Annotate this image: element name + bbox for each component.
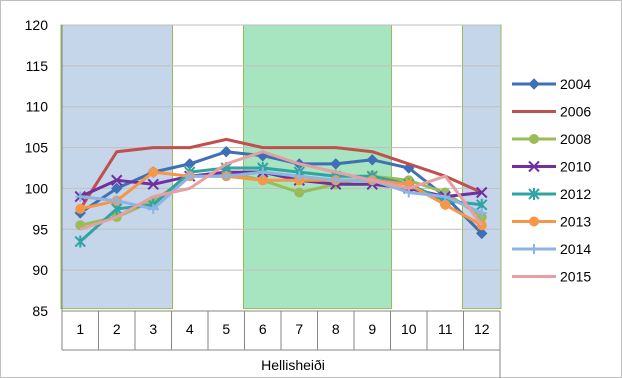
series-group [74, 137, 488, 248]
point-2004-5 [220, 145, 232, 158]
legend-item-2014: 2014 [512, 241, 591, 257]
point-2013-1 [75, 203, 86, 214]
legend-item-2008: 2008 [512, 131, 591, 147]
series-line-2015 [79, 150, 484, 231]
point-2004-8 [330, 158, 342, 170]
x-tick-label-4: 4 [186, 321, 194, 337]
point-2013-11 [440, 199, 451, 210]
x-tick-label-7: 7 [295, 321, 303, 337]
legend-marker-2014 [529, 244, 539, 254]
legend-label-2008: 2008 [560, 131, 591, 147]
series-line-2010 [79, 170, 482, 199]
legend-marker-2012 [528, 188, 540, 200]
point-2010-3 [147, 178, 159, 191]
x-tick-label-10: 10 [401, 321, 417, 337]
point-2010-2 [111, 174, 123, 186]
point-2004-2 [111, 182, 123, 195]
y-tick-label-85: 85 [32, 303, 48, 319]
x-axis-label: Hellisheiði [261, 357, 325, 373]
legend-label-2015: 2015 [560, 269, 591, 285]
legend-item-2010: 2010 [512, 159, 591, 175]
legend-label-2014: 2014 [560, 241, 591, 257]
shaded-band-3 [462, 24, 502, 310]
x-tick-label-9: 9 [368, 321, 376, 337]
series-2015 [79, 150, 484, 231]
point-2004-9 [366, 154, 378, 166]
point-2014-1 [75, 191, 86, 202]
point-2014-5 [221, 171, 232, 182]
y-tick-label-115: 115 [26, 58, 49, 74]
x-tick-label-8: 8 [332, 321, 340, 337]
y-tick-label-105: 105 [25, 140, 49, 156]
x-tick-label-3: 3 [149, 321, 157, 337]
y-tick-label-95: 95 [32, 221, 48, 237]
point-2008-7 [294, 187, 305, 198]
point-2013-3 [148, 167, 159, 178]
x-tick-label-6: 6 [259, 321, 267, 337]
legend: 2004 2006 2008 2010 2012 2013 2014 2015 [512, 76, 591, 285]
point-2014-6 [257, 167, 268, 178]
series-line-2014 [80, 170, 483, 215]
point-2014-2 [111, 195, 122, 206]
point-2014-4 [184, 171, 195, 182]
x-tick-label-1: 1 [76, 321, 84, 337]
point-2014-3 [148, 203, 159, 214]
x-tick-label-11: 11 [438, 321, 453, 337]
point-2014-12 [476, 207, 487, 218]
point-2012-1 [74, 235, 86, 248]
x-tick-label-12: 12 [474, 321, 490, 337]
point-2013-6 [257, 175, 268, 186]
legend-item-2015: 2015 [512, 269, 591, 285]
legend-marker-2013 [529, 216, 539, 227]
legend-marker-2010 [528, 160, 540, 173]
point-2014-7 [294, 171, 305, 182]
legend-item-2012: 2012 [512, 186, 591, 202]
legend-marker-2004 [528, 78, 540, 90]
legend-marker-2008 [529, 134, 539, 144]
series-line-2004 [79, 150, 483, 235]
y-tick-label-110: 110 [26, 99, 49, 115]
point-2010-12 [476, 186, 488, 199]
x-tick-label-5: 5 [222, 321, 230, 337]
point-2014-8 [330, 175, 341, 186]
legend-label-2012: 2012 [560, 186, 591, 202]
legend-label-2013: 2013 [560, 214, 591, 230]
point-2004-12 [476, 227, 488, 240]
y-tick-label-120: 120 [25, 17, 49, 33]
legend-item-2006: 2006 [512, 104, 591, 120]
shaded-band-1 [60, 24, 173, 310]
legend-item-2004: 2004 [512, 76, 591, 92]
series-2006 [79, 137, 483, 210]
x-tick-label-2: 2 [113, 321, 121, 337]
legend-label-2010: 2010 [560, 159, 591, 175]
point-2014-11 [440, 191, 451, 202]
series-line-2008 [79, 170, 483, 227]
legend-item-2013: 2013 [512, 214, 591, 230]
series-line-2006 [79, 137, 483, 210]
legend-label-2004: 2004 [560, 76, 591, 92]
y-tick-label-90: 90 [32, 262, 48, 278]
y-tick-label-100: 100 [25, 180, 49, 196]
legend-label-2006: 2006 [560, 104, 591, 120]
